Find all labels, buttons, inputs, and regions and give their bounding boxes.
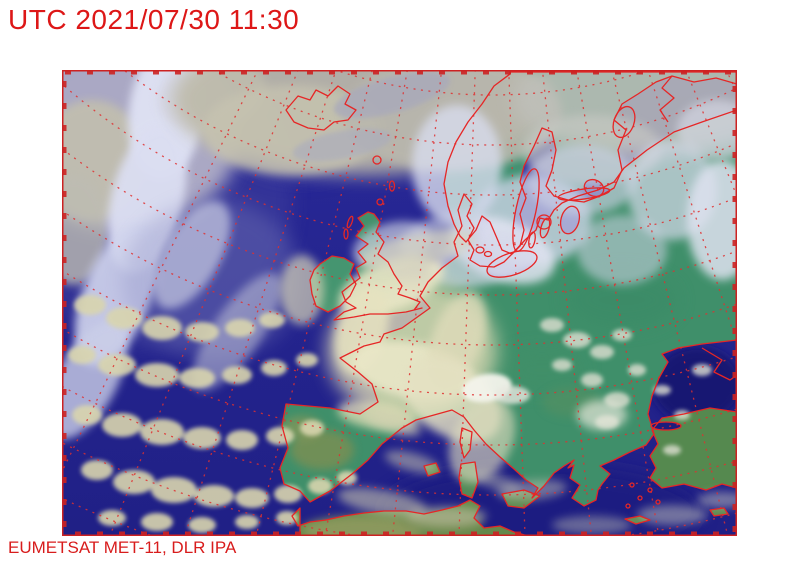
satellite-image	[62, 70, 737, 536]
graticule-layer	[62, 70, 737, 536]
credit-label: EUMETSAT MET-11, DLR IPA	[8, 538, 237, 557]
map-border	[62, 70, 737, 536]
coastline-layer	[279, 71, 737, 536]
satellite-svg	[62, 70, 737, 536]
timestamp-label: UTC 2021/07/30 11:30	[8, 4, 300, 35]
